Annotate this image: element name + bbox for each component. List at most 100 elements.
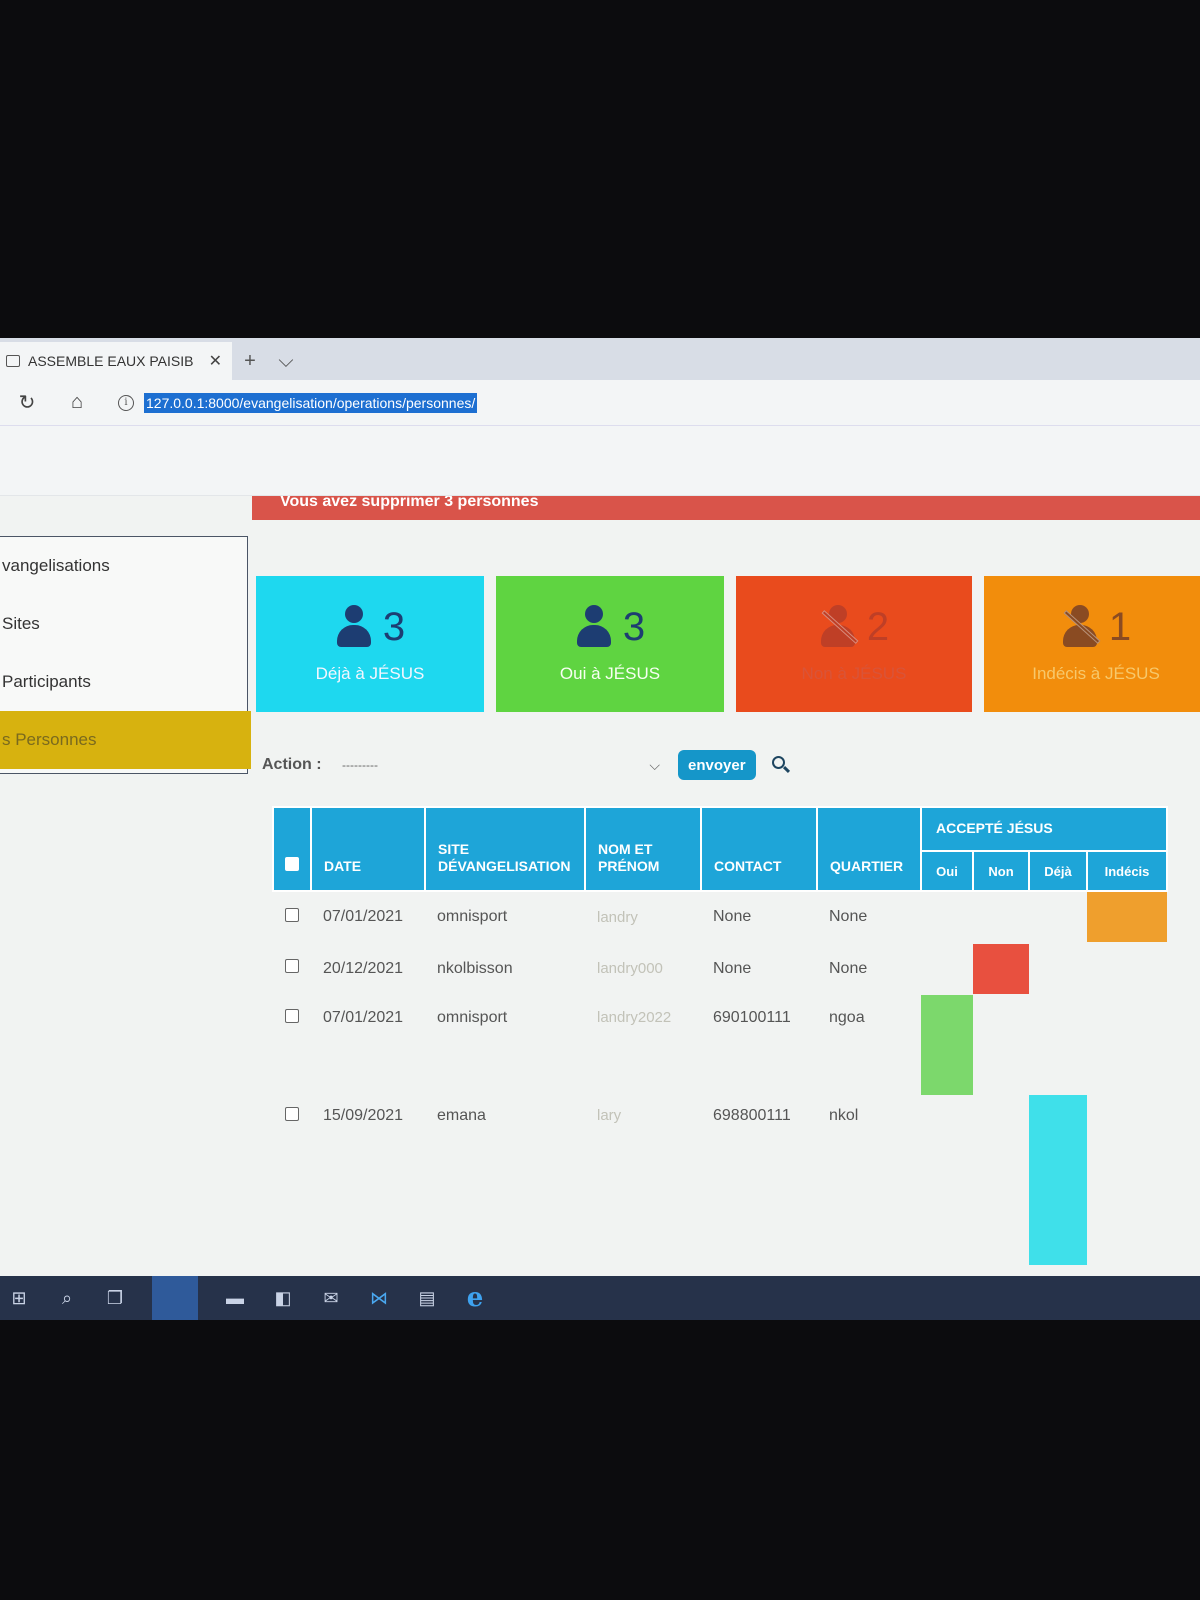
cell-non [973,943,1029,995]
cell-non [973,1095,1029,1265]
sidebar-item-participants[interactable]: Participants [2,672,91,691]
card-count: 3 [382,604,406,649]
cell-site: nkolbisson [437,959,513,977]
cell-date: 15/09/2021 [323,1106,404,1124]
action-select[interactable]: --------- ⌵ [340,750,666,780]
table-row: 07/01/2021 omnisport landry2022 69010011… [273,994,1167,1095]
cell-date: 07/01/2021 [323,908,404,926]
info-icon[interactable]: i [118,394,134,411]
cell-indecis [1087,891,1167,943]
cell-deja [1029,943,1087,995]
card-count: 2 [866,604,890,649]
status-mark-deja [1029,1094,1087,1265]
card-non[interactable]: 2 Non à JÉSUS [736,576,972,712]
sidebar-item-evangelisations[interactable]: vangelisations [2,556,110,575]
status-mark-indecis [1087,892,1167,943]
url-text[interactable]: 127.0.0.1:8000/evangelisation/operations… [144,392,478,413]
cell-oui [921,994,973,1095]
cell-contact: None [713,908,752,926]
column-header-date[interactable]: DATE [310,806,426,892]
task-view-icon[interactable]: ❐ [106,1287,124,1308]
cell-indecis [1087,1095,1167,1265]
alert-banner: Vous avez supprimer 3 personnes [252,496,1200,520]
row-checkbox[interactable] [285,1008,299,1023]
select-all-checkbox[interactable] [285,857,299,872]
monitor-screen: ASSEMBLE EAUX PAISIB ✕ + ⌵ ↻ ⌂ i 127.0.0… [0,338,1200,1320]
home-icon[interactable]: ⌂ [70,391,84,413]
cell-name[interactable]: landry [597,908,638,926]
cell-deja [1029,995,1087,1095]
card-indecis[interactable]: 1 Indécis à JÉSUS [984,576,1200,712]
tab-title: ASSEMBLE EAUX PAISIB [28,353,194,369]
person-slash-icon [1061,605,1101,649]
cell-name[interactable]: landry000 [597,960,663,978]
taskbar: ⊞ ⌕ ❐ ▬ ◧ ✉ ⋈ ▤ e [0,1276,1200,1320]
cell-name[interactable]: landry2022 [597,1008,672,1026]
column-header-deja[interactable]: Déjà [1028,849,1088,892]
card-oui[interactable]: 3 Oui à JÉSUS [496,576,724,712]
row-select-cell [273,891,311,943]
search-icon[interactable] [771,756,790,774]
cell-quartier: None [829,959,868,977]
action-label: Action : [262,756,322,773]
bulk-action-bar: Action : --------- ⌵ envoyer [262,748,822,782]
card-label: Indécis à JÉSUS [1032,663,1160,683]
person-slash-icon [819,605,859,649]
column-header-contact[interactable]: CONTACT [700,806,818,892]
cell-indecis [1087,943,1167,995]
app-icon[interactable]: ▤ [418,1287,436,1308]
cell-deja [1029,1094,1087,1265]
status-mark-non [973,943,1029,994]
page-header-area [0,426,1200,496]
cell-deja [1029,891,1087,943]
action-select-value: --------- [342,758,378,772]
chevron-down-icon: ⌵ [649,756,660,773]
cell-quartier: ngoa [829,1008,865,1026]
row-select-cell [273,1095,311,1265]
chevron-down-icon[interactable]: ⌵ [278,349,294,372]
row-checkbox[interactable] [285,907,299,922]
column-header-site[interactable]: SITE DÉVANGELISATION [424,806,586,892]
address-bar[interactable]: i 127.0.0.1:8000/evangelisation/operatio… [114,387,1200,419]
cell-site: emana [437,1106,486,1124]
browser-tab[interactable]: ASSEMBLE EAUX PAISIB ✕ [0,342,232,380]
table-row: 07/01/2021 omnisport landry None None [273,891,1167,943]
folder-icon[interactable]: ▬ [226,1287,244,1308]
row-checkbox[interactable] [285,1106,299,1121]
vscode-icon[interactable]: ⋈ [370,1287,388,1308]
card-label: Déjà à JÉSUS [315,663,425,683]
column-header-quartier[interactable]: QUARTIER [816,806,922,892]
table-row: 15/09/2021 emana lary 698800111 nkol [273,1094,1167,1265]
store-icon[interactable]: ◧ [274,1287,292,1308]
cell-oui [921,943,973,995]
cell-date: 20/12/2021 [323,959,404,977]
personnes-table: DATE SITE DÉVANGELISATION NOM ET PRÉNOM … [272,806,1200,1265]
cell-site: omnisport [437,908,508,926]
windows-start-icon[interactable]: ⊞ [11,1287,27,1308]
column-header-indecis[interactable]: Indécis [1086,849,1168,892]
close-icon[interactable]: ✕ [208,353,222,370]
row-checkbox[interactable] [285,959,299,974]
reload-icon[interactable]: ↻ [18,392,36,414]
mail-icon[interactable]: ✉ [323,1287,339,1308]
column-header-non[interactable]: Non [972,849,1030,892]
table-row: 20/12/2021 nkolbisson landry000 None Non… [273,943,1167,995]
column-header-oui[interactable]: Oui [920,849,974,892]
sidebar: vangelisations Sites Participants s Pers… [0,536,251,774]
cell-name[interactable]: lary [597,1106,622,1124]
column-header-name[interactable]: NOM ET PRÉNOM [584,806,702,892]
column-group-accepte-jesus: ACCEPTÉ JÉSUS [920,806,1168,852]
card-count: 3 [622,604,646,649]
sidebar-item-personnes[interactable]: s Personnes [0,711,251,769]
browser-taskbar-icon[interactable] [152,1276,198,1320]
browser-tab-bar: ASSEMBLE EAUX PAISIB ✕ + ⌵ [0,338,1200,380]
new-tab-icon[interactable]: + [244,349,256,372]
sidebar-item-sites[interactable]: Sites [2,614,40,633]
card-deja[interactable]: 3 Déjà à JÉSUS [256,576,484,712]
cell-contact: 698800111 [713,1106,791,1124]
search-icon[interactable]: ⌕ [61,1287,73,1308]
send-button[interactable]: envoyer [678,750,756,780]
card-label: Oui à JÉSUS [559,663,661,683]
internet-explorer-icon[interactable]: e [466,1283,484,1313]
cell-site: omnisport [437,1008,508,1026]
